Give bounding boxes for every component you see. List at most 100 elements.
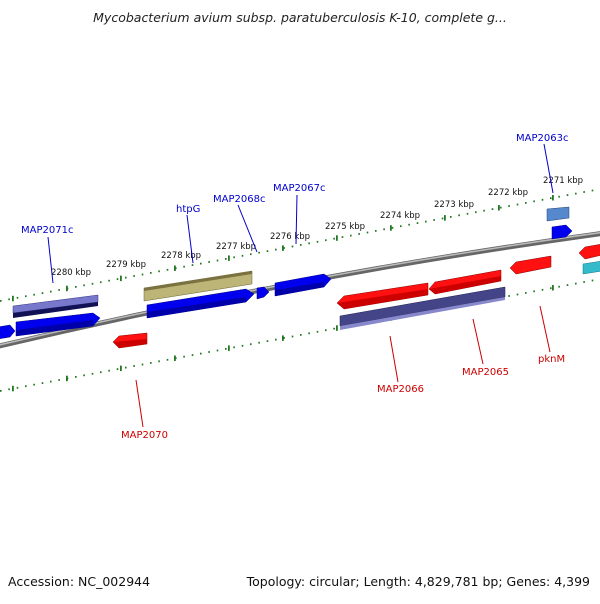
gene-arrow xyxy=(429,276,501,294)
tick-dot xyxy=(275,248,277,251)
gene-arrow[interactable] xyxy=(143,270,253,302)
tick-dot xyxy=(208,261,210,263)
tick-dot xyxy=(441,217,444,220)
tick-dot xyxy=(250,253,252,256)
tick-dot xyxy=(225,258,227,260)
tick-dot xyxy=(8,298,10,301)
tick-label-2273: 2273 kbp xyxy=(434,200,474,210)
gene-arrow[interactable] xyxy=(13,302,98,318)
tick-dot xyxy=(533,290,535,293)
tick-dot xyxy=(333,237,335,240)
tick-dot xyxy=(108,279,110,282)
tick-dot xyxy=(283,337,285,339)
gene-arrow[interactable] xyxy=(582,261,600,275)
tick-dot xyxy=(566,284,569,286)
tick-dot xyxy=(300,244,302,246)
tick-dot xyxy=(566,194,569,196)
tick-dot xyxy=(150,272,152,274)
tick-dot xyxy=(41,292,44,294)
tick-dot xyxy=(483,209,485,212)
gene-arrow[interactable] xyxy=(0,324,16,339)
tick-dot xyxy=(41,382,44,384)
tick-dot xyxy=(8,388,10,391)
tick-dot xyxy=(183,265,185,268)
tick-dot xyxy=(400,225,402,228)
gene-label-map2071c[interactable]: MAP2071c xyxy=(21,225,73,236)
gene-label-pknm[interactable]: pknM xyxy=(538,354,565,365)
tick-dot xyxy=(200,262,202,265)
tick-major xyxy=(174,265,176,271)
gene-arrow xyxy=(340,297,505,330)
gene-arrow[interactable] xyxy=(578,244,600,260)
gene-arrow[interactable] xyxy=(551,224,573,240)
tick-major xyxy=(120,275,122,282)
tick-label-2277: 2277 kbp xyxy=(216,242,256,252)
tick-dot xyxy=(291,335,294,338)
tick-dot xyxy=(491,208,494,210)
gene-label-map2065[interactable]: MAP2065 xyxy=(462,367,509,378)
tick-dot xyxy=(100,281,102,284)
tick-dot xyxy=(458,214,460,217)
tick-dot xyxy=(550,287,552,290)
tick-dot xyxy=(16,296,19,299)
tick-dot xyxy=(358,233,360,235)
gene-arrow[interactable] xyxy=(256,286,270,300)
tick-dot xyxy=(508,295,510,297)
tick-dot xyxy=(16,386,19,389)
accession-text: Accession: NC_002944 xyxy=(8,574,151,589)
tick-dot xyxy=(108,369,110,372)
gene-label-map2070[interactable]: MAP2070 xyxy=(121,430,168,441)
tick-label-2276: 2276 kbp xyxy=(270,232,310,242)
tick-dot xyxy=(500,206,502,209)
tick-dot xyxy=(533,200,535,203)
tick-dot xyxy=(166,358,169,361)
tick-dot xyxy=(541,288,544,291)
gene-arrow xyxy=(147,297,246,318)
gene-arrow xyxy=(16,320,93,336)
gene-label-map2067c[interactable]: MAP2067c xyxy=(273,183,325,194)
tick-dot xyxy=(0,300,2,302)
gene-arrow[interactable] xyxy=(509,255,552,275)
tick-dot xyxy=(58,379,60,381)
topology-text: Topology: circular; Length: 4,829,781 bp… xyxy=(246,574,590,589)
tick-dot xyxy=(525,292,527,294)
tick-dot xyxy=(158,270,160,273)
tick-dot xyxy=(558,285,560,288)
tick-dot xyxy=(300,334,302,336)
tick-dot xyxy=(91,282,94,285)
tick-dot xyxy=(116,368,119,370)
tick-dot xyxy=(133,275,135,277)
tick-dot xyxy=(33,383,35,386)
tick-dot xyxy=(325,239,327,242)
tick-dot xyxy=(350,234,352,237)
tick-dot xyxy=(258,341,260,344)
tick-dot xyxy=(191,264,194,266)
tick-dot xyxy=(183,355,185,358)
forward-genes xyxy=(0,206,600,339)
gene-label-htpg[interactable]: htpG xyxy=(176,204,200,215)
map-title: Mycobacterium avium subsp. paratuberculo… xyxy=(93,10,507,25)
tick-dot xyxy=(233,346,235,349)
gene-arrow xyxy=(337,289,428,309)
gene-label-map2063c[interactable]: MAP2063c xyxy=(516,133,568,144)
gene-label-map2066[interactable]: MAP2066 xyxy=(377,384,424,395)
tick-dot xyxy=(158,360,160,363)
tick-major xyxy=(12,295,14,302)
tick-dot xyxy=(150,362,152,364)
tick-major xyxy=(228,255,230,261)
tick-dot xyxy=(308,242,310,245)
tick-major xyxy=(498,205,500,211)
tick-major xyxy=(552,195,554,201)
gene-arrow[interactable] xyxy=(546,206,570,222)
callout-lines xyxy=(47,143,554,428)
tick-dot xyxy=(216,349,219,352)
tick-dot xyxy=(525,202,527,204)
tick-dot xyxy=(516,293,519,296)
tick-dot xyxy=(58,289,60,291)
tick-label-2280: 2280 kbp xyxy=(51,268,91,278)
gene-labels: MAP2071c htpG MAP2068c MAP2067c MAP2063c… xyxy=(21,133,568,441)
gene-label-map2068c[interactable]: MAP2068c xyxy=(213,194,265,205)
tick-row-top xyxy=(0,189,594,302)
